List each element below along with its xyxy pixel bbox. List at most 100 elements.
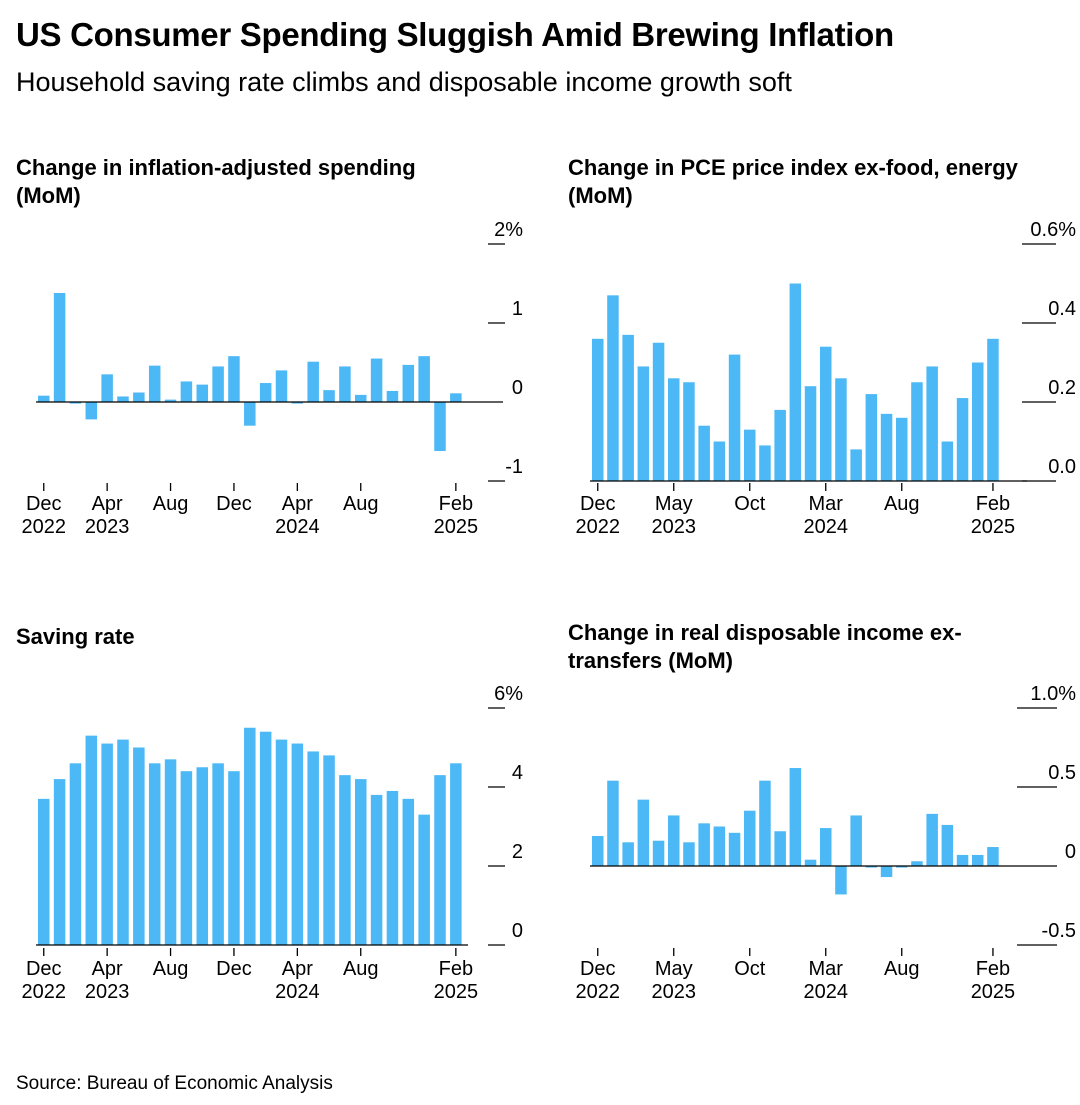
bar-2023-10 bbox=[744, 429, 756, 481]
y-tick-label: -1 bbox=[505, 456, 523, 478]
x-tick-label: Feb bbox=[976, 493, 1010, 515]
bar-2023-11 bbox=[759, 445, 771, 481]
bar-2023-09 bbox=[180, 771, 193, 945]
y-tick-label: 1 bbox=[512, 298, 523, 320]
bar-2024-04 bbox=[291, 743, 304, 945]
bar-2023-09 bbox=[180, 381, 193, 402]
x-tick-label: 2022 bbox=[22, 981, 67, 1003]
bar-2022-12 bbox=[592, 835, 604, 866]
x-tick-label: 2024 bbox=[804, 516, 849, 538]
bar-2024-01 bbox=[789, 283, 802, 481]
x-tick-label: Aug bbox=[884, 493, 920, 515]
bar-2024-09 bbox=[911, 382, 923, 481]
x-tick-label: Aug bbox=[343, 958, 379, 980]
source-note: Source: Bureau of Economic Analysis bbox=[16, 1073, 333, 1094]
bar-2023-07 bbox=[698, 425, 710, 481]
y-tick-label: 0.2 bbox=[1048, 377, 1076, 399]
bar-2023-09 bbox=[728, 354, 741, 481]
bar-2024-02 bbox=[259, 731, 272, 945]
bar-2023-09 bbox=[728, 832, 741, 866]
x-tick-label: Mar bbox=[809, 493, 844, 515]
bar-2024-07 bbox=[880, 413, 893, 481]
bar-2024-02 bbox=[804, 386, 817, 481]
bar-2024-05 bbox=[307, 751, 319, 945]
bar-2024-05 bbox=[850, 449, 862, 481]
panel-title-income: Change in real disposable income ex- tra… bbox=[568, 620, 962, 673]
bar-2023-02 bbox=[69, 763, 82, 945]
bar-2023-08 bbox=[713, 826, 726, 866]
x-tick-label: Oct bbox=[734, 958, 766, 980]
bar-2023-04 bbox=[652, 342, 665, 481]
bar-2024-12 bbox=[956, 854, 969, 866]
bar-2025-01 bbox=[434, 402, 446, 451]
bar-2025-01 bbox=[972, 854, 984, 866]
bar-2023-03 bbox=[637, 366, 650, 481]
bar-2024-03 bbox=[275, 370, 288, 402]
x-tick-label: 2025 bbox=[971, 981, 1016, 1003]
bar-2023-01 bbox=[53, 292, 66, 402]
x-tick-label: 2023 bbox=[652, 981, 697, 1003]
y-tick-label: -0.5 bbox=[1042, 920, 1076, 942]
bar-2024-06 bbox=[323, 755, 335, 945]
y-tick-label: 0 bbox=[1065, 841, 1076, 863]
bar-2023-05 bbox=[668, 378, 680, 481]
bar-2023-05 bbox=[117, 396, 129, 402]
y-tick-label: 0.6% bbox=[1030, 219, 1076, 241]
bar-2023-11 bbox=[759, 780, 771, 866]
y-tick-label: 0.4 bbox=[1048, 298, 1076, 320]
bar-2023-07 bbox=[148, 763, 161, 945]
bar-2024-02 bbox=[259, 383, 272, 402]
bar-2024-12 bbox=[418, 814, 430, 945]
bar-2022-12 bbox=[38, 395, 50, 402]
bar-2023-06 bbox=[133, 392, 145, 402]
bar-2024-01 bbox=[789, 768, 802, 866]
x-tick-label: Feb bbox=[439, 493, 473, 515]
bar-2024-10 bbox=[386, 790, 399, 945]
bar-2024-01 bbox=[244, 402, 256, 426]
bar-2023-10 bbox=[744, 810, 756, 866]
bar-2023-10 bbox=[196, 767, 208, 945]
bar-2023-04 bbox=[101, 743, 113, 945]
x-tick-label: 2024 bbox=[804, 981, 849, 1003]
bar-2023-01 bbox=[607, 295, 619, 481]
bar-2024-04 bbox=[835, 378, 847, 481]
panel-title-saving: Saving rate bbox=[16, 624, 135, 649]
bar-2023-02 bbox=[622, 842, 634, 866]
x-tick-label: Apr bbox=[282, 958, 313, 980]
bar-2024-10 bbox=[926, 813, 938, 866]
y-tick-label: 0 bbox=[512, 377, 523, 399]
x-tick-label: Aug bbox=[153, 958, 189, 980]
x-tick-label: 2023 bbox=[85, 516, 130, 538]
bar-2025-02 bbox=[987, 847, 999, 866]
bar-2023-11 bbox=[212, 366, 224, 402]
x-tick-label: 2025 bbox=[434, 516, 479, 538]
bar-2024-03 bbox=[820, 346, 832, 481]
x-tick-label: Aug bbox=[884, 958, 920, 980]
bar-2024-08 bbox=[355, 394, 367, 402]
bar-2023-02 bbox=[622, 334, 634, 481]
bar-2024-07 bbox=[880, 866, 893, 878]
panel-title-spending: Change in inflation-adjusted spending (M… bbox=[16, 155, 416, 208]
bar-2023-08 bbox=[164, 399, 177, 402]
x-tick-label: Mar bbox=[809, 958, 844, 980]
bar-2024-10 bbox=[926, 366, 938, 481]
x-tick-label: 2024 bbox=[275, 516, 320, 538]
bar-2023-07 bbox=[148, 365, 161, 402]
x-tick-label: Dec bbox=[580, 493, 616, 515]
bar-2023-04 bbox=[652, 840, 665, 866]
bar-2022-12 bbox=[38, 798, 50, 945]
x-tick-label: May bbox=[655, 958, 693, 980]
x-tick-label: Dec bbox=[26, 958, 62, 980]
x-tick-label: 2025 bbox=[434, 981, 479, 1003]
y-tick-label: 2 bbox=[512, 841, 523, 863]
bar-2025-01 bbox=[972, 362, 984, 481]
x-tick-label: 2023 bbox=[652, 516, 697, 538]
x-tick-label: Feb bbox=[976, 958, 1010, 980]
x-tick-label: 2022 bbox=[576, 516, 621, 538]
bar-2024-06 bbox=[323, 390, 335, 402]
bar-2024-06 bbox=[865, 394, 878, 481]
y-tick-label: 0 bbox=[512, 920, 523, 942]
bar-2025-02 bbox=[987, 338, 999, 481]
bar-2024-06 bbox=[865, 866, 878, 868]
